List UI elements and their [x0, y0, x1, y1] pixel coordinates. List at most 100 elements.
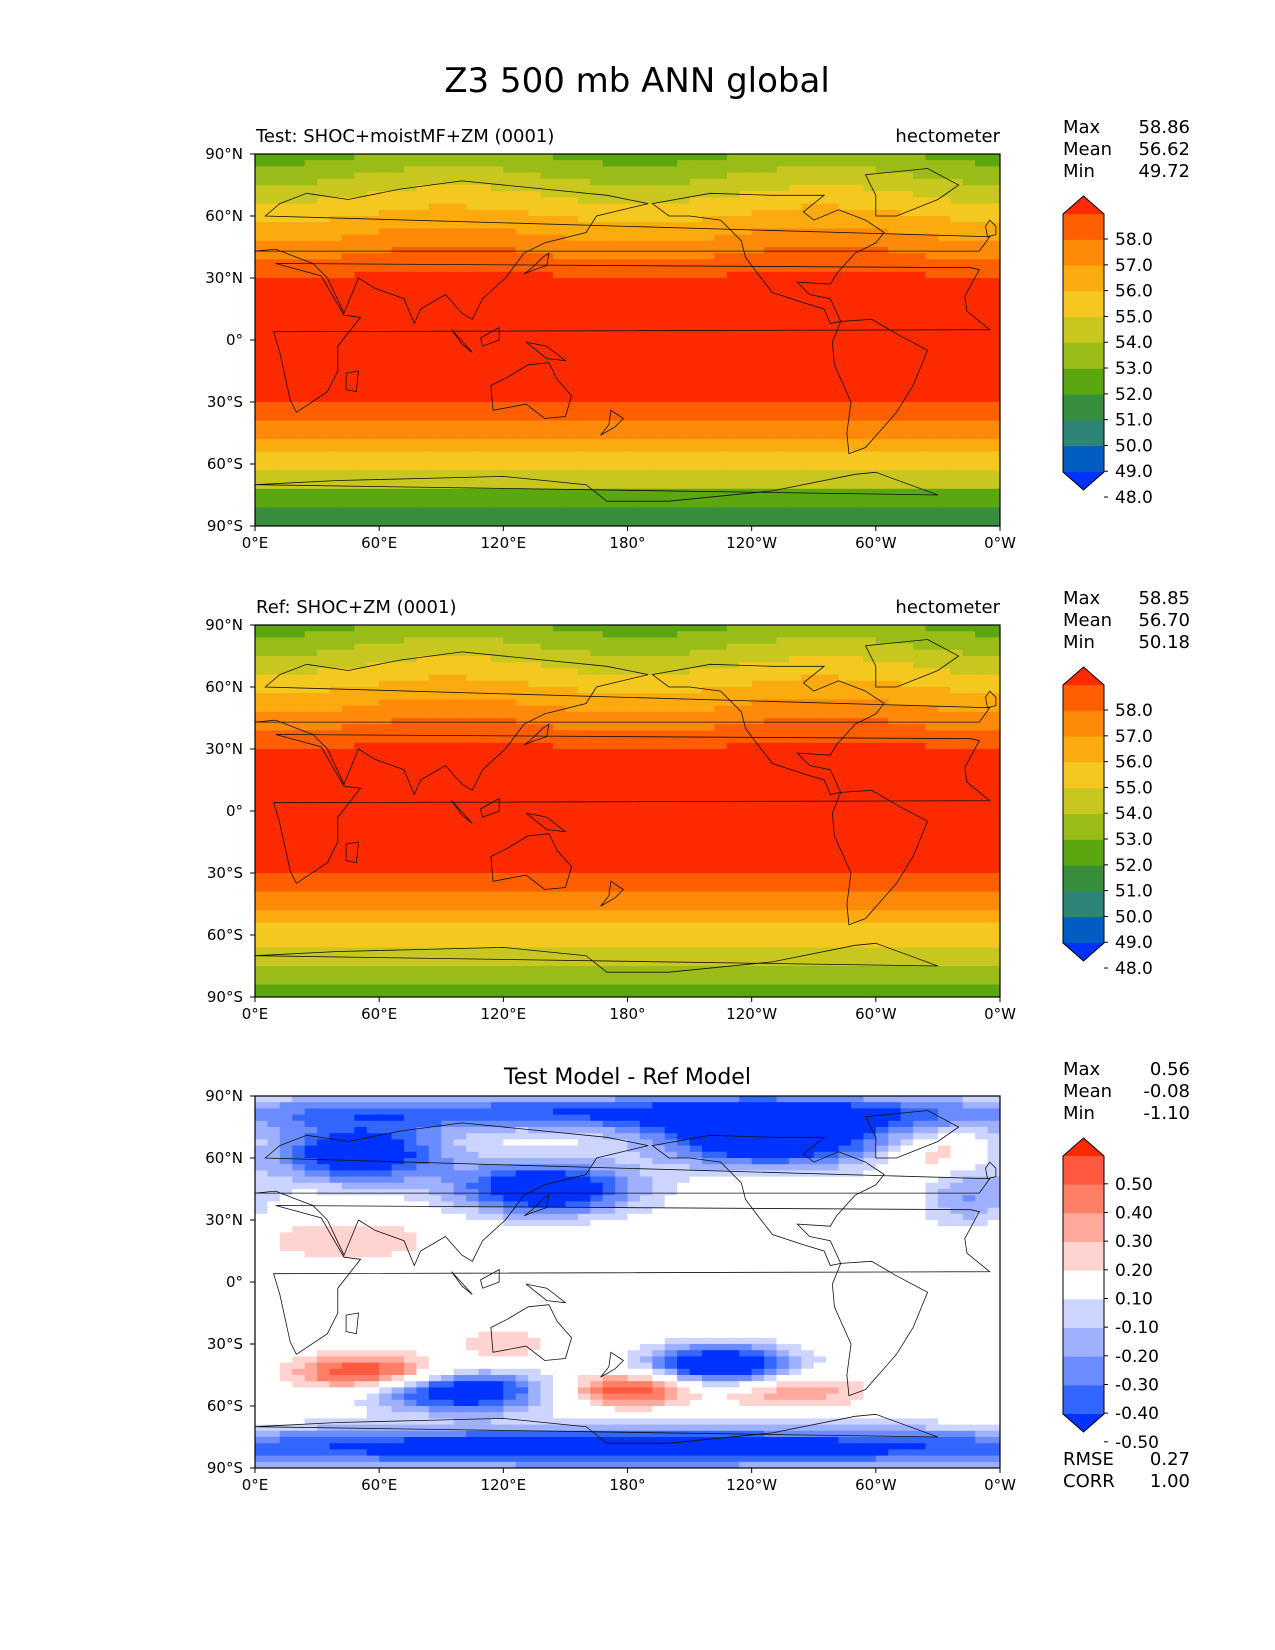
- map-cell: [888, 699, 902, 707]
- map-cell: [615, 377, 629, 384]
- map-cell: [329, 302, 343, 310]
- map-cell: [391, 699, 405, 707]
- map-cell: [714, 240, 728, 248]
- map-cell: [863, 253, 877, 260]
- map-cell: [503, 247, 517, 254]
- map-cell: [664, 191, 678, 198]
- map-cell: [503, 451, 517, 459]
- map-cell: [317, 643, 331, 651]
- map-cell: [677, 470, 691, 477]
- map-cell: [987, 408, 1000, 415]
- map-cell: [366, 730, 380, 738]
- map-cell: [875, 240, 889, 248]
- map-cell: [627, 699, 641, 707]
- map-cell: [255, 346, 269, 353]
- map-cell: [664, 278, 678, 285]
- map-cell: [317, 749, 331, 756]
- map-cell: [503, 352, 517, 360]
- map-cell: [788, 352, 802, 360]
- map-cell: [577, 693, 591, 700]
- map-cell: [813, 191, 827, 198]
- map-cell: [838, 278, 852, 285]
- map-cell: [702, 476, 716, 484]
- map-cell: [950, 340, 964, 347]
- map-cell: [875, 495, 889, 502]
- map-cell: [987, 674, 1000, 682]
- map-cell: [652, 377, 666, 384]
- map-cell: [788, 470, 802, 477]
- map-cell: [267, 377, 281, 384]
- lon-tick-label: 180°: [609, 534, 645, 552]
- map-cell: [937, 209, 951, 217]
- map-cell: [875, 513, 889, 521]
- map-cell: [503, 240, 517, 248]
- map-cell: [255, 172, 269, 180]
- map-cell: [826, 470, 840, 477]
- map-cell: [379, 154, 393, 161]
- map-cell: [639, 705, 653, 713]
- map-cell: [726, 718, 740, 725]
- map-cell: [590, 302, 604, 310]
- map-cell: [503, 513, 517, 521]
- map-cell: [813, 488, 827, 496]
- map-cell: [838, 160, 852, 167]
- map-cell: [329, 755, 343, 762]
- map-cell: [590, 705, 604, 713]
- map-cell: [416, 488, 430, 496]
- map-cell: [304, 749, 318, 756]
- map-cell: [590, 395, 604, 403]
- map-cell: [788, 643, 802, 651]
- map-cell: [453, 402, 467, 409]
- map-cell: [677, 172, 691, 180]
- map-cell: [565, 371, 579, 378]
- map-cell: [267, 631, 281, 638]
- map-cell: [466, 160, 480, 167]
- map-cell: [900, 333, 914, 341]
- map-cell: [503, 315, 517, 322]
- map-cell: [652, 736, 666, 744]
- colorbar-outline: [1062, 195, 1105, 491]
- map-cell: [788, 408, 802, 415]
- map-cell: [627, 216, 641, 223]
- map-cell: [366, 693, 380, 700]
- map-cell: [652, 420, 666, 428]
- map-cell: [453, 383, 467, 391]
- map-cell: [540, 662, 554, 669]
- map-cell: [341, 402, 355, 409]
- map-cell: [888, 346, 902, 353]
- map-cell: [677, 513, 691, 521]
- map-cell: [453, 699, 467, 707]
- map-cell: [900, 711, 914, 719]
- map-cell: [379, 247, 393, 254]
- map-cell: [875, 395, 889, 403]
- map-cell: [255, 470, 269, 477]
- map-cell: [689, 668, 703, 676]
- map-cell: [664, 327, 678, 335]
- map-cell: [702, 711, 716, 719]
- map-cell: [602, 414, 616, 422]
- map-cell: [267, 358, 281, 366]
- map-cell: [677, 730, 691, 738]
- map-cell: [416, 495, 430, 502]
- map-cell: [950, 197, 964, 205]
- map-cell: [602, 265, 616, 273]
- map-cell: [950, 742, 964, 750]
- map-cell: [540, 395, 554, 403]
- map-cell: [553, 371, 567, 378]
- map-cell: [379, 197, 393, 205]
- map-cell: [441, 408, 455, 415]
- map-cell: [813, 327, 827, 335]
- map-cell: [379, 389, 393, 397]
- map-cell: [875, 327, 889, 335]
- map-cell: [391, 742, 405, 750]
- map-cell: [255, 631, 269, 638]
- map-cell: [540, 358, 554, 366]
- map-cell: [515, 185, 529, 192]
- map-cell: [764, 340, 778, 347]
- map-cell: [304, 711, 318, 719]
- map-cell: [391, 259, 405, 267]
- map-cell: [453, 662, 467, 669]
- map-cell: [292, 222, 306, 229]
- map-cell: [441, 290, 455, 298]
- map-cell: [987, 513, 1000, 521]
